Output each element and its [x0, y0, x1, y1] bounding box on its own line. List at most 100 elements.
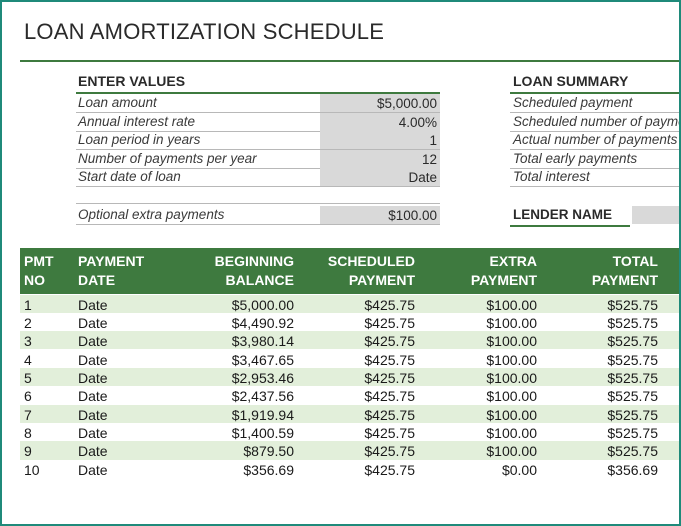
cell-extra-payment: $100.00 — [486, 443, 537, 460]
header-extra-payment: EXTRA PAYMENT — [470, 253, 537, 288]
cell-total-payment: $525.75 — [607, 406, 658, 423]
cell-total-payment: $525.75 — [607, 369, 658, 386]
table-row: 3 Date $3,980.14 $425.75 $100.00 $525.75 — [20, 331, 679, 350]
cell-beginning-balance: $356.69 — [243, 461, 294, 478]
table-row: 5 Date $2,953.46 $425.75 $100.00 $525.75 — [20, 367, 679, 387]
table-row: 2 Date $4,490.92 $425.75 $100.00 $525.75 — [20, 313, 679, 331]
cell-beginning-balance: $4,490.92 — [231, 314, 294, 331]
input-row-extra-payments: Optional extra payments $100.00 — [76, 206, 440, 225]
table-row: 8 Date $1,400.59 $425.75 $100.00 $525.75 — [20, 423, 679, 441]
cell-scheduled-payment: $425.75 — [364, 424, 415, 441]
payments-per-year-input[interactable]: 12 — [320, 149, 440, 168]
input-label: Optional extra payments — [78, 207, 225, 222]
cell-beginning-balance: $1,400.59 — [231, 424, 294, 441]
cell-beginning-balance: $1,919.94 — [231, 406, 294, 423]
summary-row-scheduled-payment: Scheduled payment — [510, 94, 679, 113]
cell-payment-date: Date — [78, 333, 108, 350]
cell-pmt-no: 6 — [24, 388, 32, 405]
summary-row-scheduled-number: Scheduled number of payments — [510, 113, 679, 132]
summary-label: Scheduled number of payments — [513, 113, 679, 129]
cell-pmt-no: 2 — [24, 314, 32, 331]
cell-payment-date: Date — [78, 369, 108, 386]
cell-beginning-balance: $2,437.56 — [231, 388, 294, 405]
header-total-payment: TOTAL PAYMENT — [591, 253, 658, 288]
cell-payment-date: Date — [78, 443, 108, 460]
cell-total-payment: $525.75 — [607, 333, 658, 350]
summary-label: Total early payments — [513, 150, 638, 166]
cell-payment-date: Date — [78, 406, 108, 423]
cell-pmt-no: 8 — [24, 424, 32, 441]
cell-beginning-balance: $5,000.00 — [231, 296, 294, 313]
header-payment-date: PAYMENT DATE — [78, 253, 145, 288]
cell-payment-date: Date — [78, 351, 108, 368]
cell-payment-date: Date — [78, 388, 108, 405]
cell-beginning-balance: $3,980.14 — [231, 333, 294, 350]
cell-extra-payment: $100.00 — [486, 351, 537, 368]
cell-scheduled-payment: $425.75 — [364, 333, 415, 350]
page-title: LOAN AMORTIZATION SCHEDULE — [24, 19, 385, 44]
input-label: Annual interest rate — [78, 113, 196, 129]
input-row-loan-period: Loan period in years 1 — [76, 131, 440, 150]
cell-beginning-balance: $879.50 — [243, 443, 294, 460]
table-row: 1 Date $5,000.00 $425.75 $100.00 $525.75 — [20, 294, 679, 313]
cell-scheduled-payment: $425.75 — [364, 388, 415, 405]
cell-pmt-no: 3 — [24, 333, 32, 350]
cell-extra-payment: $100.00 — [486, 314, 537, 331]
interest-rate-input[interactable]: 4.00% — [320, 112, 440, 131]
table-row: 4 Date $3,467.65 $425.75 $100.00 $525.75 — [20, 350, 679, 368]
extra-divider — [76, 203, 440, 204]
cell-pmt-no: 1 — [24, 296, 32, 313]
cell-payment-date: Date — [78, 424, 108, 441]
table-row: 9 Date $879.50 $425.75 $100.00 $525.75 — [20, 441, 679, 460]
cell-total-payment: $525.75 — [607, 424, 658, 441]
cell-pmt-no: 10 — [24, 461, 40, 478]
cell-extra-payment: $100.00 — [486, 296, 537, 313]
cell-payment-date: Date — [78, 296, 108, 313]
loan-summary-heading: LOAN SUMMARY — [513, 73, 629, 89]
input-label: Loan amount — [78, 95, 157, 110]
input-row-payments-per-year: Number of payments per year 12 — [76, 149, 440, 169]
cell-beginning-balance: $3,467.65 — [231, 351, 294, 368]
cell-scheduled-payment: $425.75 — [364, 296, 415, 313]
header-scheduled-payment: SCHEDULED PAYMENT — [327, 253, 415, 288]
cell-extra-payment: $100.00 — [486, 424, 537, 441]
cell-scheduled-payment: $425.75 — [364, 406, 415, 423]
summary-label: Scheduled payment — [513, 95, 633, 110]
start-date-input[interactable]: Date — [320, 168, 440, 186]
loan-amount-input[interactable]: $5,000.00 — [320, 94, 440, 112]
lender-name-input[interactable] — [632, 206, 679, 224]
summary-row-early-payments: Total early payments — [510, 150, 679, 169]
cell-beginning-balance: $2,953.46 — [231, 369, 294, 386]
input-row-interest-rate: Annual interest rate 4.00% — [76, 112, 440, 132]
cell-pmt-no: 7 — [24, 406, 32, 423]
loan-summary-divider — [510, 92, 679, 94]
input-row-start-date: Start date of loan Date — [76, 168, 440, 187]
cell-scheduled-payment: $425.75 — [364, 351, 415, 368]
cell-pmt-no: 5 — [24, 369, 32, 386]
title-divider — [20, 60, 679, 62]
cell-scheduled-payment: $425.75 — [364, 369, 415, 386]
cell-total-payment: $525.75 — [607, 388, 658, 405]
cell-scheduled-payment: $425.75 — [364, 314, 415, 331]
input-row-loan-amount: Loan amount $5,000.00 — [76, 94, 440, 113]
cell-extra-payment: $100.00 — [486, 388, 537, 405]
input-label: Loan period in years — [78, 132, 201, 147]
input-label: Number of payments per year — [78, 150, 257, 166]
table-row: 10 Date $356.69 $425.75 $0.00 $356.69 — [20, 460, 679, 478]
cell-total-payment: $525.75 — [607, 443, 658, 460]
lender-name-label: LENDER NAME — [513, 207, 613, 222]
cell-total-payment: $525.75 — [607, 314, 658, 331]
loan-period-input[interactable]: 1 — [320, 131, 440, 149]
input-label: Start date of loan — [78, 169, 181, 184]
cell-payment-date: Date — [78, 314, 108, 331]
cell-scheduled-payment: $425.75 — [364, 443, 415, 460]
summary-label: Total interest — [513, 169, 590, 184]
enter-values-divider — [76, 92, 440, 94]
extra-payments-input[interactable]: $100.00 — [320, 206, 440, 224]
cell-scheduled-payment: $425.75 — [364, 461, 415, 478]
summary-row-total-interest: Total interest — [510, 168, 679, 187]
cell-extra-payment: $0.00 — [501, 461, 537, 478]
cell-pmt-no: 9 — [24, 443, 32, 460]
summary-row-actual-number: Actual number of payments — [510, 131, 679, 150]
